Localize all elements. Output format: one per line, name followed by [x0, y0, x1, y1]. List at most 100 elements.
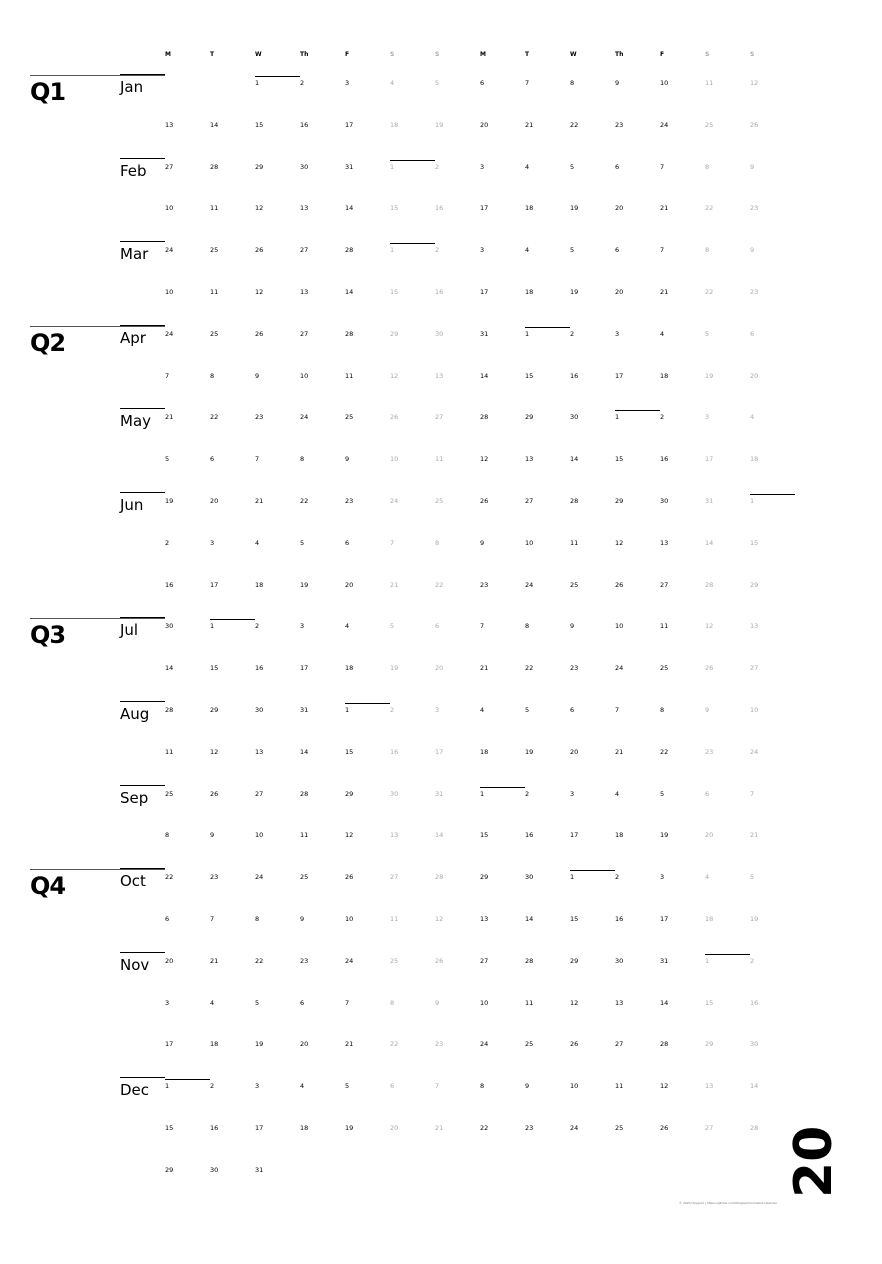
day-cell: 23	[300, 956, 309, 965]
day-cell: 14	[750, 1082, 759, 1091]
day-cell: 4	[660, 329, 665, 338]
day-cell: 23	[345, 497, 354, 505]
day-cell: 12	[255, 288, 264, 296]
day-cell: 14	[210, 120, 219, 129]
day-cell: 31	[255, 1165, 264, 1174]
day-cell: 11	[300, 831, 309, 840]
day-cell: 11	[615, 1082, 624, 1091]
day-cell: 27	[615, 1040, 624, 1049]
day-cell: 2	[435, 162, 440, 171]
day-cell: 6	[165, 915, 170, 923]
day-cell: 9	[255, 371, 260, 380]
day-cell: 14	[525, 915, 534, 923]
day-cell: 22	[300, 497, 309, 505]
day-cell: 9	[435, 998, 440, 1007]
day-cell: 5	[390, 622, 395, 631]
month-start-line	[390, 159, 435, 161]
day-cell: 31	[705, 497, 714, 505]
day-cell: 7	[345, 998, 350, 1007]
day-cell: 24	[345, 956, 354, 965]
day-cell: 14	[660, 998, 669, 1007]
day-cell: 22	[660, 747, 669, 756]
day-cell: 8	[705, 246, 710, 255]
day-cell: 23	[570, 664, 579, 673]
day-cell: 21	[345, 1040, 354, 1049]
day-cell: 4	[390, 79, 395, 87]
day-cell: 26	[255, 246, 264, 255]
day-cell: 6	[615, 162, 620, 171]
day-cell: 21	[615, 747, 624, 756]
day-cell: 16	[210, 1124, 219, 1132]
month-label: Apr	[120, 328, 146, 347]
day-cell: 1	[525, 329, 530, 338]
day-cell: 30	[525, 873, 534, 882]
day-cell: 23	[210, 873, 219, 882]
day-cell: 6	[435, 622, 440, 631]
day-cell: 30	[435, 329, 444, 338]
quarter-label: Q2	[30, 328, 66, 357]
day-cell: 29	[210, 706, 219, 714]
day-cell: 10	[750, 706, 759, 714]
day-cell: 17	[705, 455, 714, 464]
month-start-line	[345, 703, 390, 704]
month-start-line	[165, 1079, 210, 1081]
month-label-line	[120, 617, 165, 619]
day-cell: 20	[435, 664, 444, 673]
weekday-header: S	[390, 51, 395, 58]
day-cell: 21	[165, 413, 174, 422]
weekday-header: F	[660, 51, 665, 58]
day-cell: 14	[480, 371, 489, 380]
day-cell: 4	[615, 789, 620, 798]
day-cell: 29	[165, 1165, 174, 1174]
day-cell: 10	[300, 371, 309, 380]
day-cell: 1	[480, 789, 485, 798]
day-cell: 30	[300, 162, 309, 171]
day-cell: 3	[480, 162, 485, 171]
day-cell: 22	[705, 204, 714, 213]
day-cell: 7	[435, 1082, 440, 1091]
month-label: Feb	[120, 161, 147, 180]
day-cell: 13	[525, 455, 534, 464]
day-cell: 28	[435, 873, 444, 882]
day-cell: 12	[255, 204, 264, 213]
day-cell: 31	[300, 706, 309, 714]
month-start-line	[750, 494, 795, 495]
day-cell: 9	[480, 538, 485, 547]
day-cell: 13	[615, 998, 624, 1007]
day-cell: 26	[750, 120, 759, 129]
day-cell: 10	[525, 538, 534, 547]
day-cell: 25	[165, 789, 174, 798]
day-cell: 21	[750, 831, 759, 840]
day-cell: 29	[480, 873, 489, 882]
day-cell: 27	[300, 246, 309, 255]
day-cell: 30	[255, 706, 264, 714]
day-cell: 14	[705, 538, 714, 547]
day-cell: 9	[750, 246, 755, 255]
day-cell: 30	[750, 1040, 759, 1049]
day-cell: 21	[660, 288, 669, 296]
day-cell: 31	[480, 329, 489, 338]
day-cell: 10	[345, 915, 354, 923]
day-cell: 28	[570, 497, 579, 505]
day-cell: 24	[255, 873, 264, 882]
day-cell: 17	[570, 831, 579, 840]
day-cell: 28	[300, 789, 309, 798]
day-cell: 22	[390, 1040, 399, 1049]
day-cell: 19	[165, 497, 174, 505]
day-cell: 11	[390, 915, 399, 923]
day-cell: 2	[660, 413, 665, 422]
day-cell: 11	[660, 622, 669, 631]
day-cell: 5	[705, 329, 710, 338]
day-cell: 28	[705, 580, 714, 589]
day-cell: 1	[345, 706, 350, 714]
day-cell: 13	[165, 120, 174, 129]
day-cell: 2	[390, 706, 395, 714]
day-cell: 20	[165, 956, 174, 965]
day-cell: 24	[615, 664, 624, 673]
day-cell: 6	[210, 455, 215, 464]
day-cell: 30	[390, 789, 399, 798]
month-label-line	[120, 951, 165, 953]
day-cell: 2	[255, 622, 260, 631]
day-cell: 26	[480, 497, 489, 505]
day-cell: 19	[750, 915, 759, 923]
